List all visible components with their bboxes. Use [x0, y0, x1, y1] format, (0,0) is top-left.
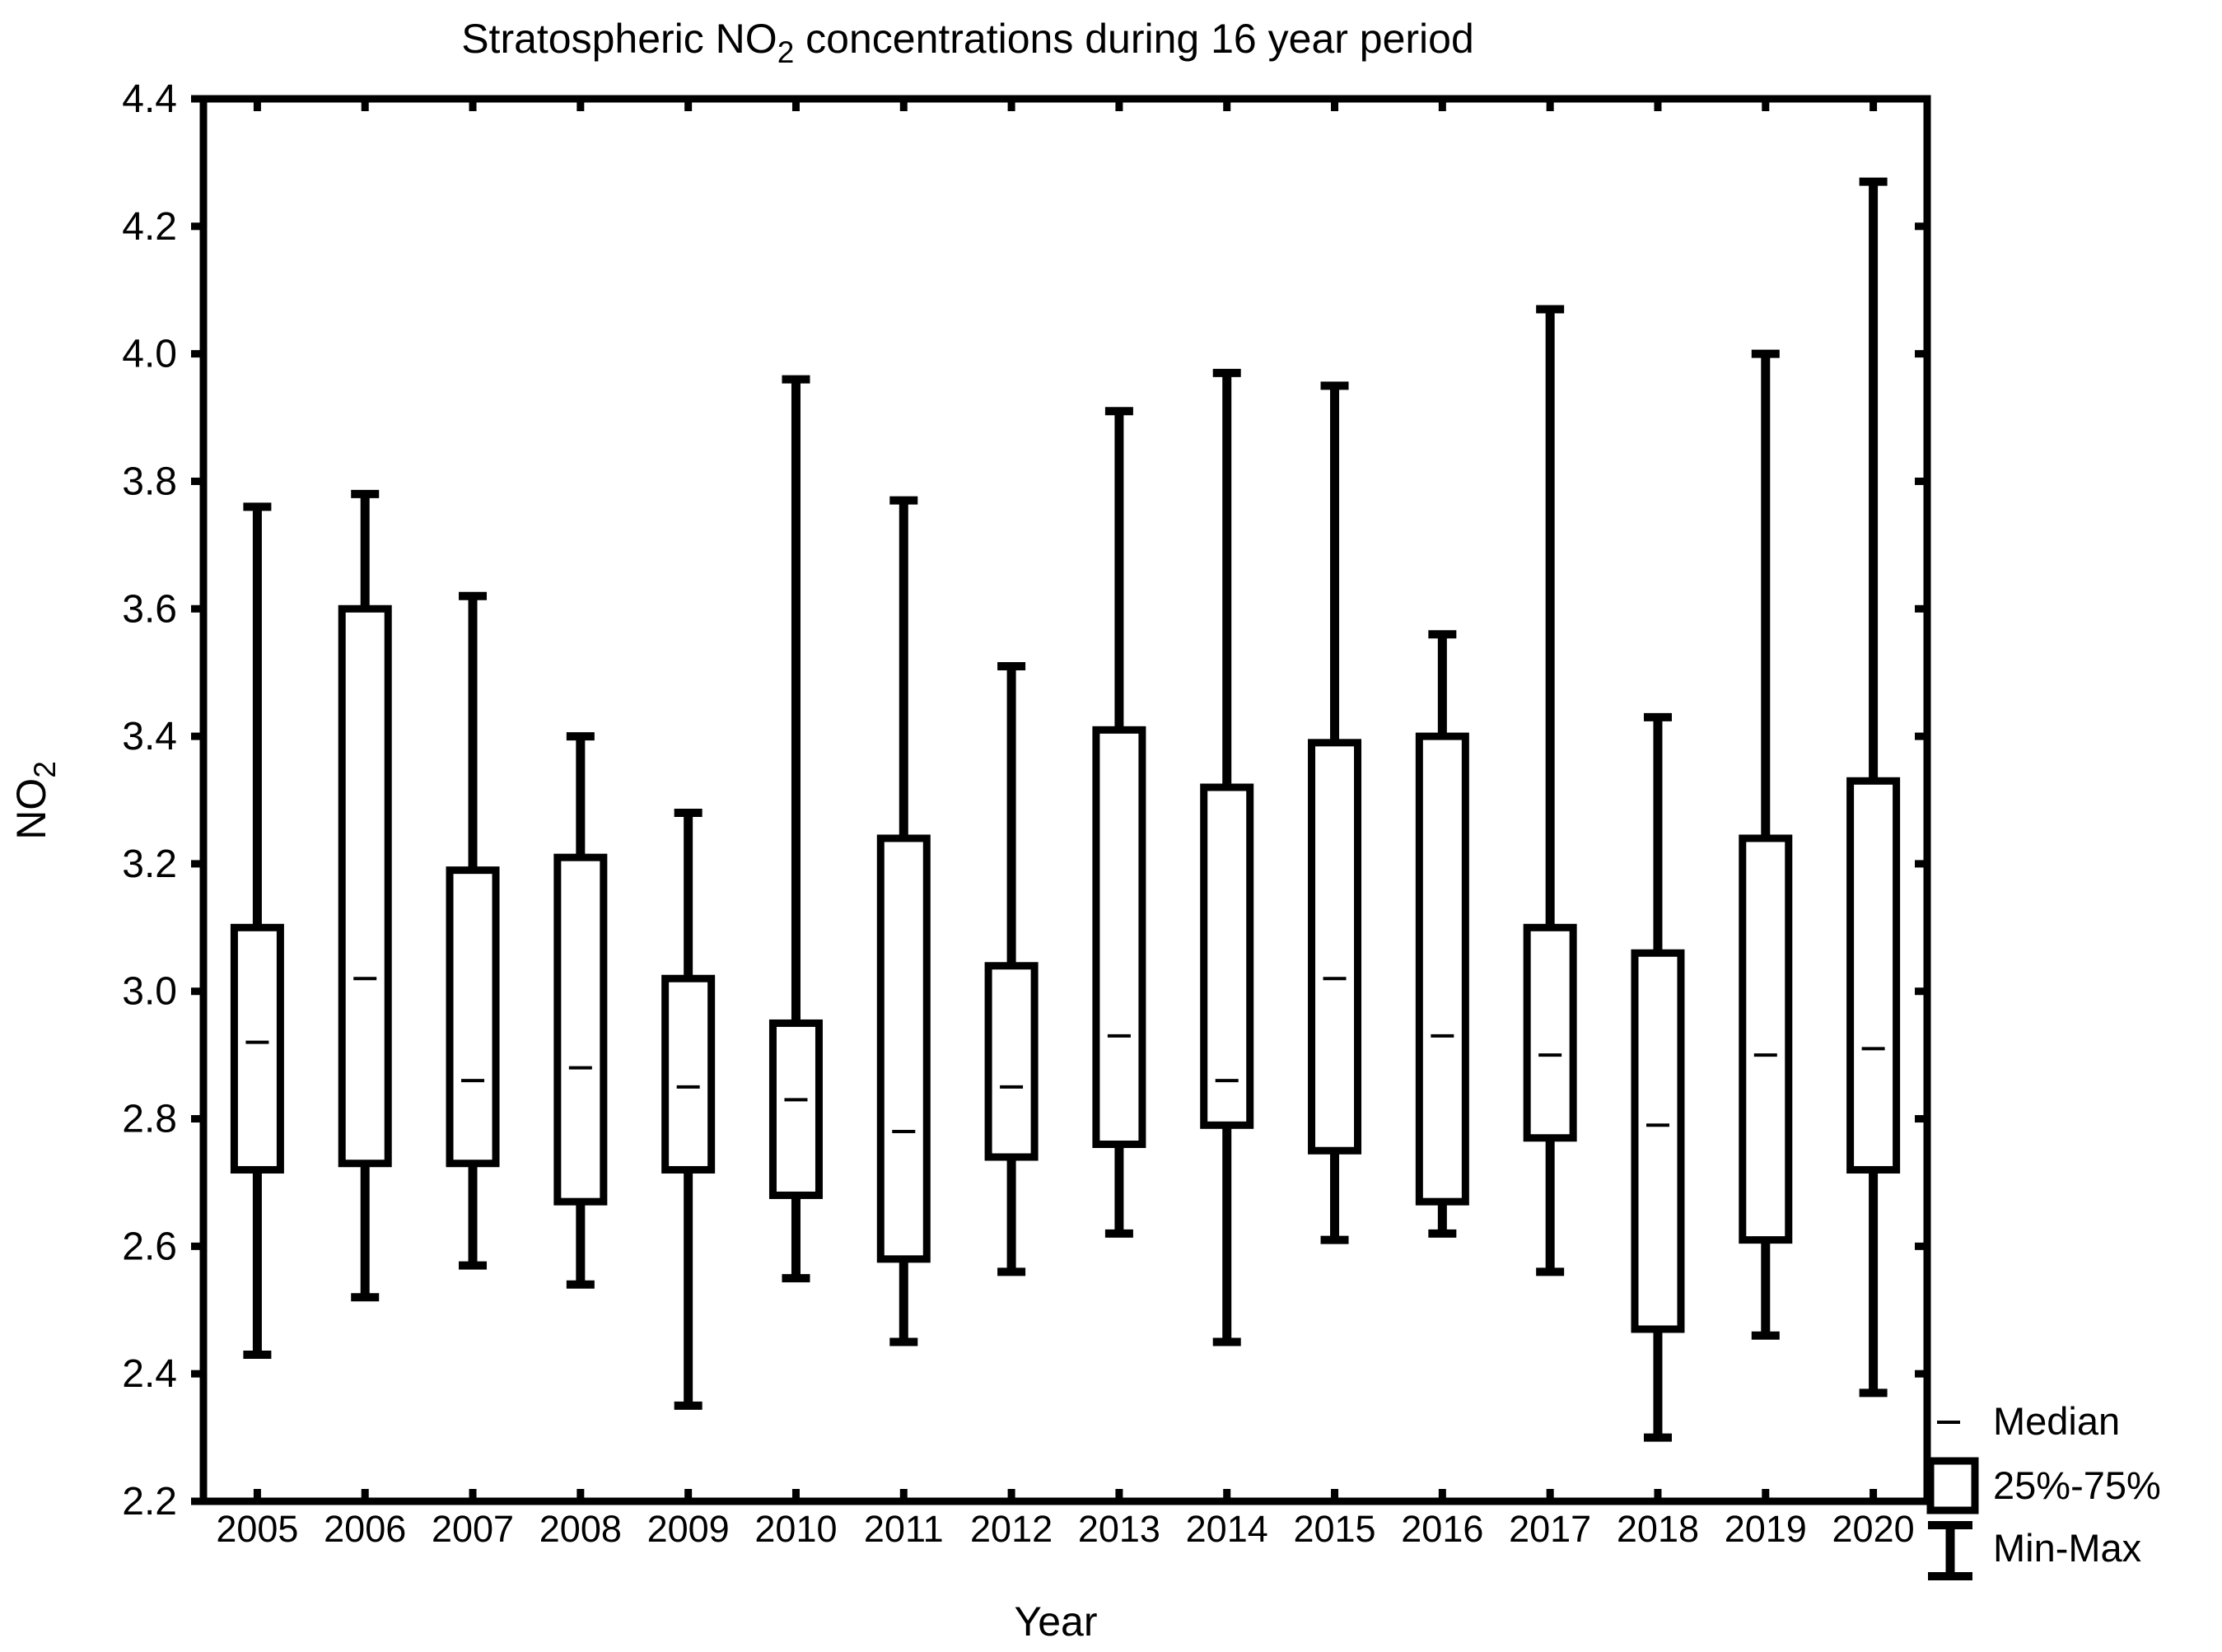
box-group-2018 — [1631, 712, 1685, 1442]
iqr-box — [1739, 834, 1793, 1244]
box-group-2020 — [1846, 177, 1901, 1398]
x-tick-label: 2012 — [970, 1508, 1053, 1550]
legend-label-minmax: Min-Max — [1993, 1526, 2141, 1570]
x-tick-label: 2009 — [647, 1508, 730, 1550]
x-tick-label: 2013 — [1078, 1508, 1160, 1550]
legend-box-icon — [1926, 1457, 1979, 1514]
box-group-2009 — [661, 808, 716, 1410]
iqr-box — [768, 1019, 823, 1199]
y-tick-label: 3.0 — [122, 970, 177, 1014]
y-tick-label: 2.2 — [122, 1480, 177, 1524]
box-group-2006 — [338, 489, 392, 1302]
x-tick-label: 2005 — [216, 1508, 298, 1550]
iqr-box — [553, 853, 608, 1206]
x-tick-label: 2016 — [1401, 1508, 1483, 1550]
legend-label-quartiles: 25%-75% — [1993, 1463, 2161, 1507]
y-axis-title: NO2 — [8, 761, 62, 840]
iqr-box — [1200, 783, 1254, 1129]
iqr-box — [876, 834, 931, 1263]
y-tick-label: 2.8 — [122, 1098, 177, 1141]
iqr-box — [1092, 726, 1146, 1149]
box-series-layer — [230, 177, 1901, 1442]
box-group-2008 — [553, 732, 608, 1289]
box-group-2016 — [1415, 630, 1469, 1238]
box-group-2011 — [876, 496, 931, 1346]
box-group-2005 — [230, 502, 284, 1359]
legend-minmax-whisker-icon — [1928, 1521, 1972, 1580]
axis-ticks-layer: 2.2 2.4 2.6 2.8 3.0 3.2 3.4 3.6 3.8 4.0 4.2 4.4 2005… — [122, 77, 1927, 1550]
iqr-box — [1415, 732, 1469, 1206]
x-tick-label: 2007 — [432, 1508, 514, 1550]
legend: Median 25%-75% Min-Max — [1926, 1399, 2161, 1580]
iqr-box — [661, 974, 716, 1174]
box-group-2007 — [446, 591, 500, 1270]
x-tick-label: 2019 — [1725, 1508, 1807, 1550]
box-group-2012 — [984, 661, 1039, 1276]
y-tick-label: 3.2 — [122, 842, 177, 886]
x-tick-label: 2014 — [1186, 1508, 1268, 1550]
x-tick-label: 2010 — [754, 1508, 837, 1550]
iqr-box — [1523, 923, 1577, 1142]
iqr-box — [1846, 777, 1901, 1174]
y-tick-label: 4.0 — [122, 333, 177, 376]
chart-title-main: Stratospheric NO — [461, 16, 777, 62]
iqr-box — [446, 866, 500, 1168]
box-group-2010 — [768, 375, 823, 1283]
x-tick-label: 2008 — [539, 1508, 622, 1550]
x-axis-title: Year — [1014, 1598, 1097, 1645]
y-tick-label: 2.6 — [122, 1225, 177, 1268]
x-tick-label: 2018 — [1617, 1508, 1699, 1550]
iqr-box — [1631, 949, 1685, 1333]
x-tick-label: 2011 — [864, 1508, 944, 1550]
y-tick-label: 4.2 — [122, 205, 177, 249]
x-tick-label: 2017 — [1509, 1508, 1591, 1550]
legend-label-median: Median — [1993, 1399, 2120, 1443]
box-group-2019 — [1739, 349, 1793, 1340]
chart-title-rest: concentrations during 16 year period — [794, 16, 1474, 62]
box-group-2015 — [1308, 381, 1362, 1244]
iqr-box — [230, 923, 284, 1174]
x-tick-label: 2006 — [324, 1508, 406, 1550]
plot-frame — [199, 95, 1931, 1505]
y-tick-label: 3.8 — [122, 460, 177, 503]
x-tick-label: 2015 — [1293, 1508, 1375, 1550]
box-group-2013 — [1092, 407, 1146, 1238]
chart-title: Stratospheric NO2 concentrations during … — [461, 16, 1474, 69]
iqr-box — [338, 604, 392, 1168]
chart-title-subscript: 2 — [777, 35, 795, 69]
y-axis-title-subscript: 2 — [28, 761, 62, 778]
box-group-2017 — [1523, 305, 1577, 1276]
iqr-box — [1308, 739, 1362, 1155]
y-tick-label: 4.4 — [122, 77, 177, 121]
y-tick-label: 2.4 — [122, 1352, 177, 1396]
box-group-2014 — [1200, 368, 1254, 1346]
x-tick-label: 2020 — [1832, 1508, 1915, 1550]
y-tick-label: 3.4 — [122, 715, 177, 758]
y-tick-label: 3.6 — [122, 587, 177, 631]
iqr-box — [984, 962, 1039, 1161]
